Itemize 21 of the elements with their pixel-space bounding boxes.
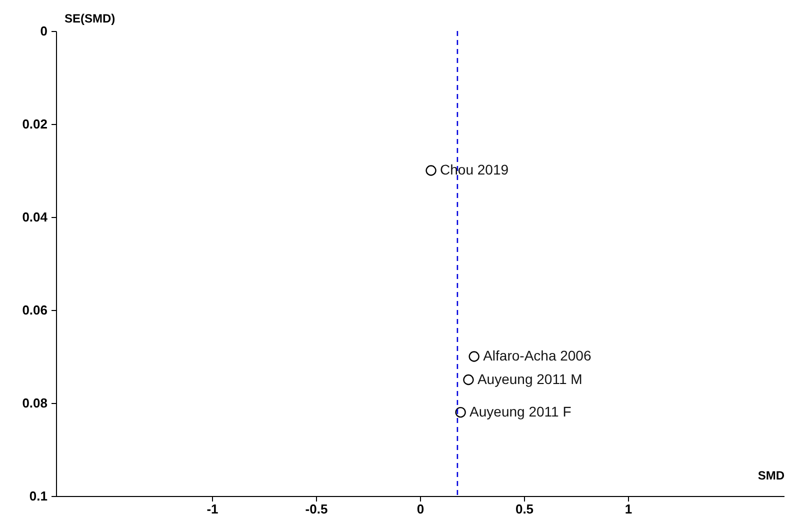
x-tick-label: 1 [624, 502, 632, 516]
x-tick-label: -1 [206, 502, 218, 516]
point [463, 374, 474, 386]
y-tick-label: 0.1 [29, 488, 48, 504]
x-axis-title: SMD [758, 468, 785, 482]
annotation: Alfaro-Acha 2006 [483, 348, 592, 364]
point [455, 406, 466, 418]
x-tick-label: -0.5 [305, 502, 328, 516]
point [426, 165, 436, 176]
x-tick-label: 0 [416, 502, 424, 516]
y-tick-label: 0 [40, 24, 48, 38]
y-tick-label: 0.02 [22, 116, 48, 132]
y-tick-label: 0.04 [22, 210, 48, 224]
y-tick-label: 0.06 [22, 302, 48, 318]
annotation: Auyeung 2011 F [470, 403, 572, 420]
y-axis-title: SE(SMD) [64, 12, 116, 26]
annotation: Chou 2019 [440, 162, 509, 178]
x-tick-label: 0.5 [515, 502, 534, 516]
annotation: Auyeung 2011 M [477, 370, 582, 387]
y-tick-label: 0.08 [22, 396, 48, 410]
point [468, 351, 480, 362]
